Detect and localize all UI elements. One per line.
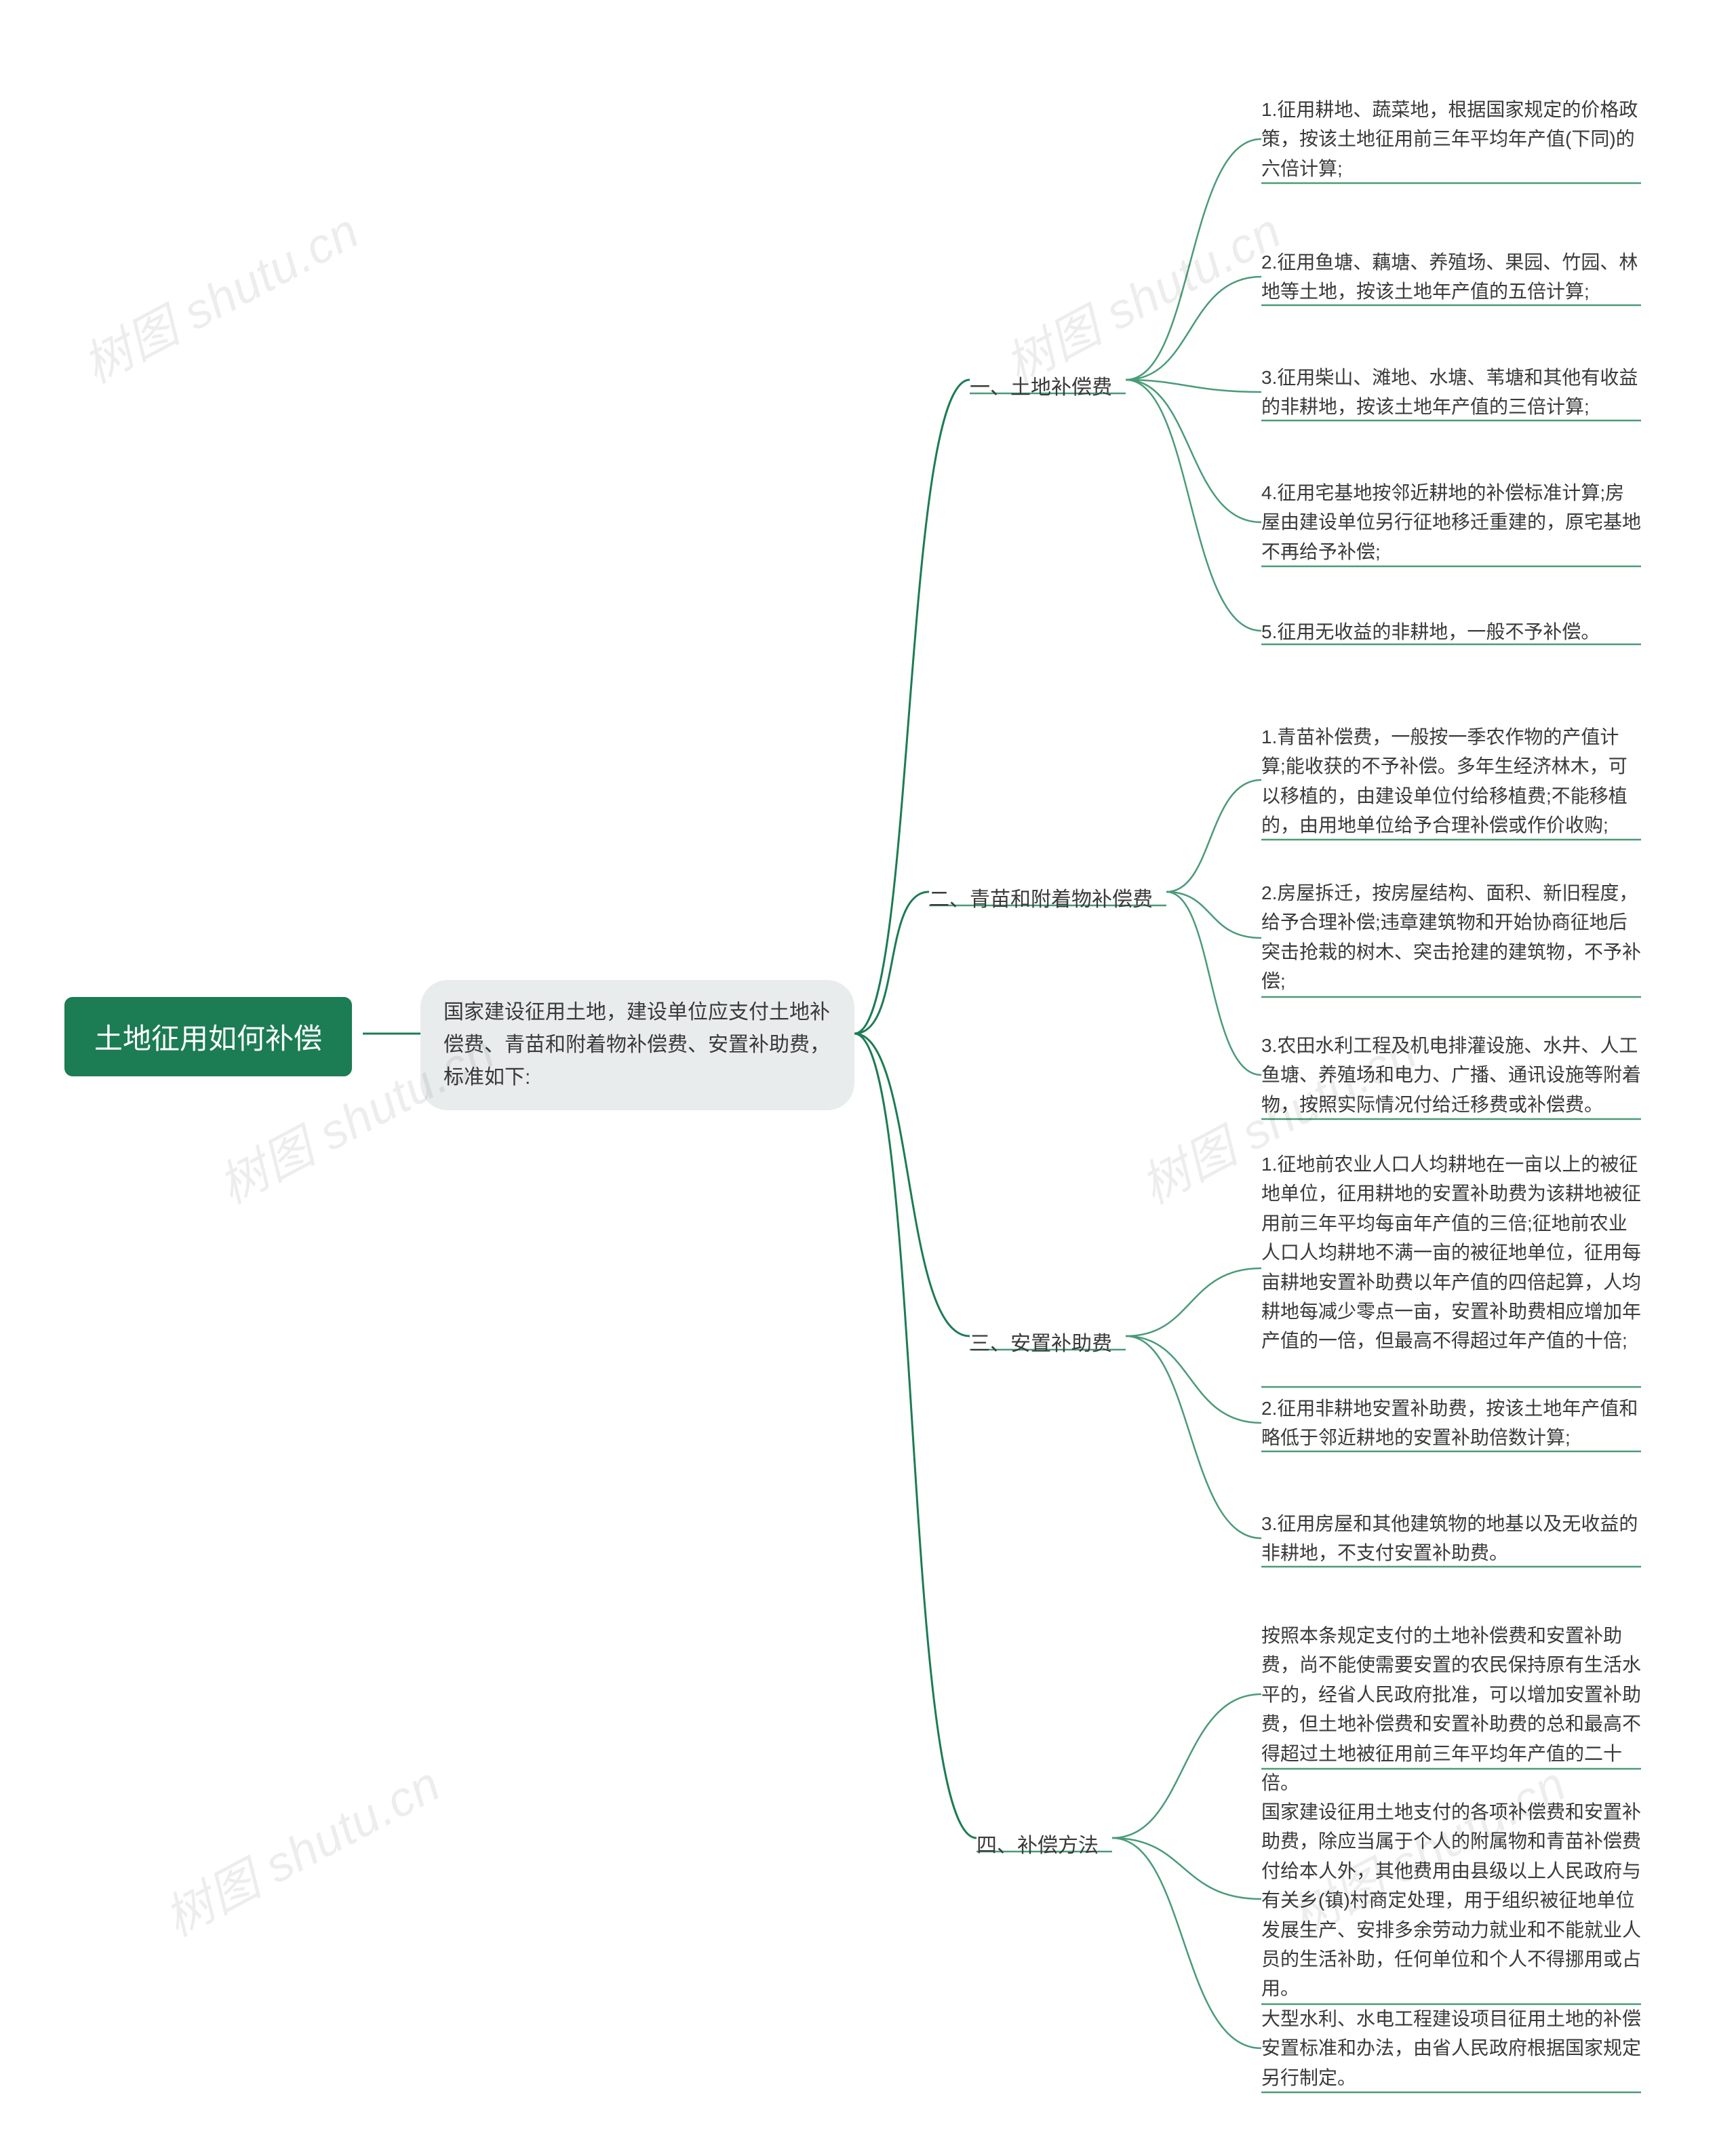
leaf-text: 2.征用非耕地安置补助费，按该土地年产值和略低于邻近耕地的安置补助倍数计算; — [1261, 1398, 1638, 1448]
mindmap-leaf[interactable]: 5.征用无收益的非耕地，一般不予补偿。 — [1261, 617, 1641, 646]
mindmap-leaf[interactable]: 国家建设征用土地支付的各项补偿费和安置补助费，除应当属于个人的附属物和青苗补偿费… — [1261, 1797, 1641, 2003]
mindmap-leaf[interactable]: 1.青苗补偿费，一般按一季农作物的产值计算;能收获的不予补偿。多年生经济林木，可… — [1261, 722, 1641, 840]
leaf-text: 大型水利、水电工程建设项目征用土地的补偿安置标准和办法，由省人民政府根据国家规定… — [1261, 2008, 1641, 2088]
mindmap-leaf[interactable]: 3.征用房屋和其他建筑物的地基以及无收益的非耕地，不支付安置补助费。 — [1261, 1509, 1641, 1568]
leaf-text: 3.农田水利工程及机电排灌设施、水井、人工鱼塘、养殖场和电力、广播、通讯设施等附… — [1261, 1035, 1641, 1115]
mindmap-level1-node[interactable]: 国家建设征用土地，建设单位应支付土地补偿费、青苗和附着物补偿费、安置补助费，标准… — [420, 980, 854, 1110]
leaf-text: 3.征用柴山、滩地、水塘、苇塘和其他有收益的非耕地，按该土地年产值的三倍计算; — [1261, 367, 1638, 417]
leaf-text: 1.征地前农业人口人均耕地在一亩以上的被征地单位，征用耕地的安置补助费为该耕地被… — [1261, 1154, 1641, 1351]
mindmap-branch[interactable]: 二、青苗和附着物补偿费 — [929, 878, 1153, 916]
leaf-text: 2.房屋拆迁，按房屋结构、面积、新旧程度，给予合理补偿;违章建筑物和开始协商征地… — [1261, 882, 1641, 992]
root-label: 土地征用如何补偿 — [94, 1023, 322, 1055]
mindmap-leaf[interactable]: 1.征用耕地、蔬菜地，根据国家规定的价格政策，按该土地征用前三年平均年产值(下同… — [1261, 95, 1641, 183]
mindmap-leaf[interactable]: 2.房屋拆迁，按房屋结构、面积、新旧程度，给予合理补偿;违章建筑物和开始协商征地… — [1261, 878, 1641, 996]
mindmap-branch[interactable]: 一、土地补偿费 — [970, 366, 1112, 404]
mindmap-branch[interactable]: 三、安置补助费 — [970, 1323, 1112, 1361]
mindmap-leaf[interactable]: 2.征用鱼塘、藕塘、养殖场、果园、竹园、林地等土地，按该土地年产值的五倍计算; — [1261, 248, 1641, 307]
mindmap-branch[interactable]: 四、补偿方法 — [976, 1824, 1099, 1862]
watermark: 树图 shutu.cn — [150, 1744, 451, 1950]
mindmap-leaf[interactable]: 1.征地前农业人口人均耕地在一亩以上的被征地单位，征用耕地的安置补助费为该耕地被… — [1261, 1150, 1641, 1356]
leaf-text: 5.征用无收益的非耕地，一般不予补偿。 — [1261, 621, 1600, 642]
leaf-text: 按照本条规定支付的土地补偿费和安置补助费，尚不能使需要安置的农民保持原有生活水平… — [1261, 1625, 1641, 1793]
mindmap-canvas: 土地征用如何补偿 国家建设征用土地，建设单位应支付土地补偿费、青苗和附着物补偿费… — [0, 0, 1736, 2133]
leaf-text: 国家建设征用土地支付的各项补偿费和安置补助费，除应当属于个人的附属物和青苗补偿费… — [1261, 1801, 1641, 1999]
branch-label: 二、青苗和附着物补偿费 — [929, 888, 1153, 911]
watermark: 树图 shutu.cn — [68, 191, 370, 397]
mindmap-leaf[interactable]: 2.征用非耕地安置补助费，按该土地年产值和略低于邻近耕地的安置补助倍数计算; — [1261, 1394, 1641, 1453]
branch-label: 三、安置补助费 — [970, 1333, 1112, 1355]
leaf-text: 1.青苗补偿费，一般按一季农作物的产值计算;能收获的不予补偿。多年生经济林木，可… — [1261, 726, 1628, 836]
leaf-text: 2.征用鱼塘、藕塘、养殖场、果园、竹园、林地等土地，按该土地年产值的五倍计算; — [1261, 252, 1638, 302]
leaf-text: 3.征用房屋和其他建筑物的地基以及无收益的非耕地，不支付安置补助费。 — [1261, 1513, 1638, 1563]
leaf-text: 4.征用宅基地按邻近耕地的补偿标准计算;房屋由建设单位另行征地移迁重建的，原宅基… — [1261, 482, 1641, 562]
mindmap-leaf[interactable]: 3.农田水利工程及机电排灌设施、水井、人工鱼塘、养殖场和电力、广播、通讯设施等附… — [1261, 1031, 1641, 1119]
branch-label: 四、补偿方法 — [976, 1835, 1099, 1857]
mindmap-leaf[interactable]: 按照本条规定支付的土地补偿费和安置补助费，尚不能使需要安置的农民保持原有生活水平… — [1261, 1621, 1641, 1797]
mindmap-leaf[interactable]: 3.征用柴山、滩地、水塘、苇塘和其他有收益的非耕地，按该土地年产值的三倍计算; — [1261, 363, 1641, 422]
branch-label: 一、土地补偿费 — [970, 376, 1112, 399]
mindmap-root[interactable]: 土地征用如何补偿 — [64, 997, 352, 1076]
mindmap-leaf[interactable]: 4.征用宅基地按邻近耕地的补偿标准计算;房屋由建设单位另行征地移迁重建的，原宅基… — [1261, 478, 1641, 566]
mindmap-leaf[interactable]: 大型水利、水电工程建设项目征用土地的补偿安置标准和办法，由省人民政府根据国家规定… — [1261, 2004, 1641, 2092]
leaf-text: 1.征用耕地、蔬菜地，根据国家规定的价格政策，按该土地征用前三年平均年产值(下同… — [1261, 99, 1638, 179]
level1-label: 国家建设征用土地，建设单位应支付土地补偿费、青苗和附着物补偿费、安置补助费，标准… — [443, 1001, 830, 1089]
